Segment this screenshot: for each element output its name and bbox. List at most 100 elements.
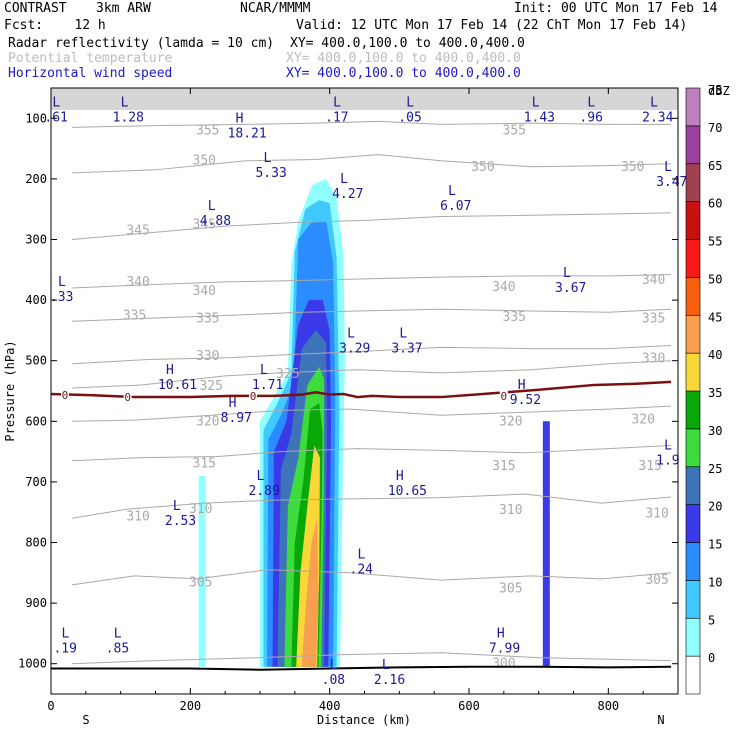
wind-extremum-type: L — [208, 199, 216, 214]
wind-extremum-value: .08 — [322, 673, 345, 688]
y-tick-label: 700 — [25, 475, 47, 489]
colorbar-label: 20 — [708, 500, 722, 514]
theta-contour-355 — [71, 120, 672, 128]
freezing-label-bg — [60, 389, 69, 401]
reflectivity-region-45dbz — [301, 518, 319, 667]
reflectivity-region-5dbz — [198, 475, 206, 667]
wind-extremum-value: .05 — [398, 111, 421, 126]
colorbar-swatch-20 — [685, 504, 701, 543]
theta-label: 340 — [126, 275, 149, 290]
wind-extremum-value: 5.33 — [255, 166, 286, 181]
wind-extremum-type: H — [396, 469, 404, 484]
colorbar-swatch-60 — [685, 201, 701, 240]
colorbar-label: 50 — [708, 272, 722, 286]
wind-extremum-type: L — [563, 266, 571, 281]
colorbar-label: 10 — [708, 575, 722, 589]
theta-label: 305 — [189, 575, 212, 590]
field3-xy: XY= 400.0,100.0 to 400.0,400.0 — [286, 66, 521, 81]
x-tick-label: 200 — [179, 699, 201, 713]
theta-label: 340 — [642, 273, 665, 288]
axis-north-label: N — [657, 713, 664, 727]
plot-frame — [50, 87, 679, 695]
colorbar-swatch-5 — [685, 617, 701, 657]
wind-extremum-value: 10.61 — [158, 378, 197, 393]
wind-extremum-type: L — [260, 363, 268, 378]
theta-label: 335 — [196, 311, 219, 326]
wind-extremum-value: 1.71 — [252, 378, 283, 393]
colorbar-swatch-10 — [685, 580, 701, 619]
model-name: 3km ARW — [96, 1, 151, 16]
reflectivity-region-20dbz — [542, 421, 550, 667]
theta-label: 300 — [492, 657, 515, 672]
wind-extremum-value: .96 — [579, 111, 602, 126]
theta-label: 350 — [471, 160, 494, 175]
theta-label: 335 — [503, 310, 526, 325]
theta-label: 350 — [193, 154, 216, 169]
theta-label: 330 — [642, 351, 665, 366]
theta-label: 325 — [276, 367, 299, 382]
wind-extremum-value: 3.29 — [339, 341, 370, 356]
theta-label: 335 — [642, 311, 665, 326]
theta-label: 310 — [126, 509, 149, 524]
wind-extremum-value: 1.9 — [656, 454, 679, 469]
colorbar-swatch-15 — [685, 542, 701, 581]
colorbar-swatch-30 — [685, 428, 701, 468]
colorbar-label: 40 — [708, 348, 722, 362]
wind-extremum-type: L — [173, 499, 181, 514]
colorbar-label: 55 — [708, 235, 722, 249]
wind-extremum-type: L — [121, 96, 129, 111]
wind-extremum-value: 2.16 — [374, 673, 405, 688]
theta-label: 310 — [645, 506, 668, 521]
theta-label: 335 — [123, 308, 146, 323]
wind-extremum-value: .33 — [50, 290, 73, 305]
wind-extremum-type: L — [52, 96, 60, 111]
theta-label: 305 — [645, 573, 668, 588]
y-tick-label: 400 — [25, 293, 47, 307]
wind-extremum-type: L — [399, 326, 407, 341]
field1-name: Radar reflectivity (lamda = 10 cm) — [8, 36, 275, 51]
reflectivity-layer — [198, 178, 550, 667]
wind-extremum-value: 4.88 — [200, 214, 231, 229]
theta-label: 330 — [196, 349, 219, 364]
theta-label: 355 — [503, 123, 526, 138]
colorbar-swatch-70 — [685, 125, 701, 165]
theta-label: 340 — [492, 280, 515, 295]
y-tick-label: 300 — [25, 233, 47, 247]
wind-extremum-type: L — [532, 96, 540, 111]
y-tick-label: 1000 — [18, 657, 47, 671]
wind-extremum-value: 2.53 — [165, 514, 196, 529]
wind-extremum-type: L — [58, 275, 66, 290]
title-left: CONTRAST — [4, 1, 67, 16]
field1-xy: XY= 400.0,100.0 to 400.0,400.0 — [290, 36, 525, 51]
theta-label: 315 — [193, 457, 216, 472]
wind-extremum-type: L — [406, 96, 414, 111]
theta-label: 315 — [638, 459, 661, 474]
colorbar-label: 15 — [708, 538, 722, 552]
x-axis-label: Distance (km) — [317, 713, 411, 727]
colorbar-swatch-40 — [685, 352, 701, 392]
wind-extremum-type: L — [347, 326, 355, 341]
freezing-level-line — [51, 380, 672, 399]
colorbar-label: 75 — [708, 83, 722, 97]
wind-extremum-value: .24 — [350, 563, 374, 578]
wind-extremum-type: H — [229, 396, 237, 411]
theta-label: 350 — [621, 160, 644, 175]
field3-name: Horizontal wind speed — [8, 66, 173, 81]
wind-extremum-type: L — [114, 626, 122, 641]
wind-extremum-value: 3.67 — [555, 281, 586, 296]
wind-extremum-type: L — [330, 658, 338, 673]
colorbar-label: 70 — [708, 121, 722, 135]
theta-label: 355 — [196, 123, 219, 138]
theta-label: 320 — [499, 414, 522, 429]
colorbar-label: 60 — [708, 197, 722, 211]
wind-extremum-type: H — [236, 111, 244, 126]
upper-theta-band — [51, 88, 678, 110]
freezing-label: 0 — [62, 389, 69, 402]
wind-extremum-value: 2.34 — [642, 111, 673, 126]
wind-extremum-type: L — [263, 151, 271, 166]
wind-extremum-type: L — [664, 160, 672, 175]
wind-extremum-type: L — [587, 96, 595, 111]
theta-label: 315 — [492, 459, 515, 474]
y-tick-label: 500 — [25, 354, 47, 368]
ground-line — [51, 665, 672, 671]
